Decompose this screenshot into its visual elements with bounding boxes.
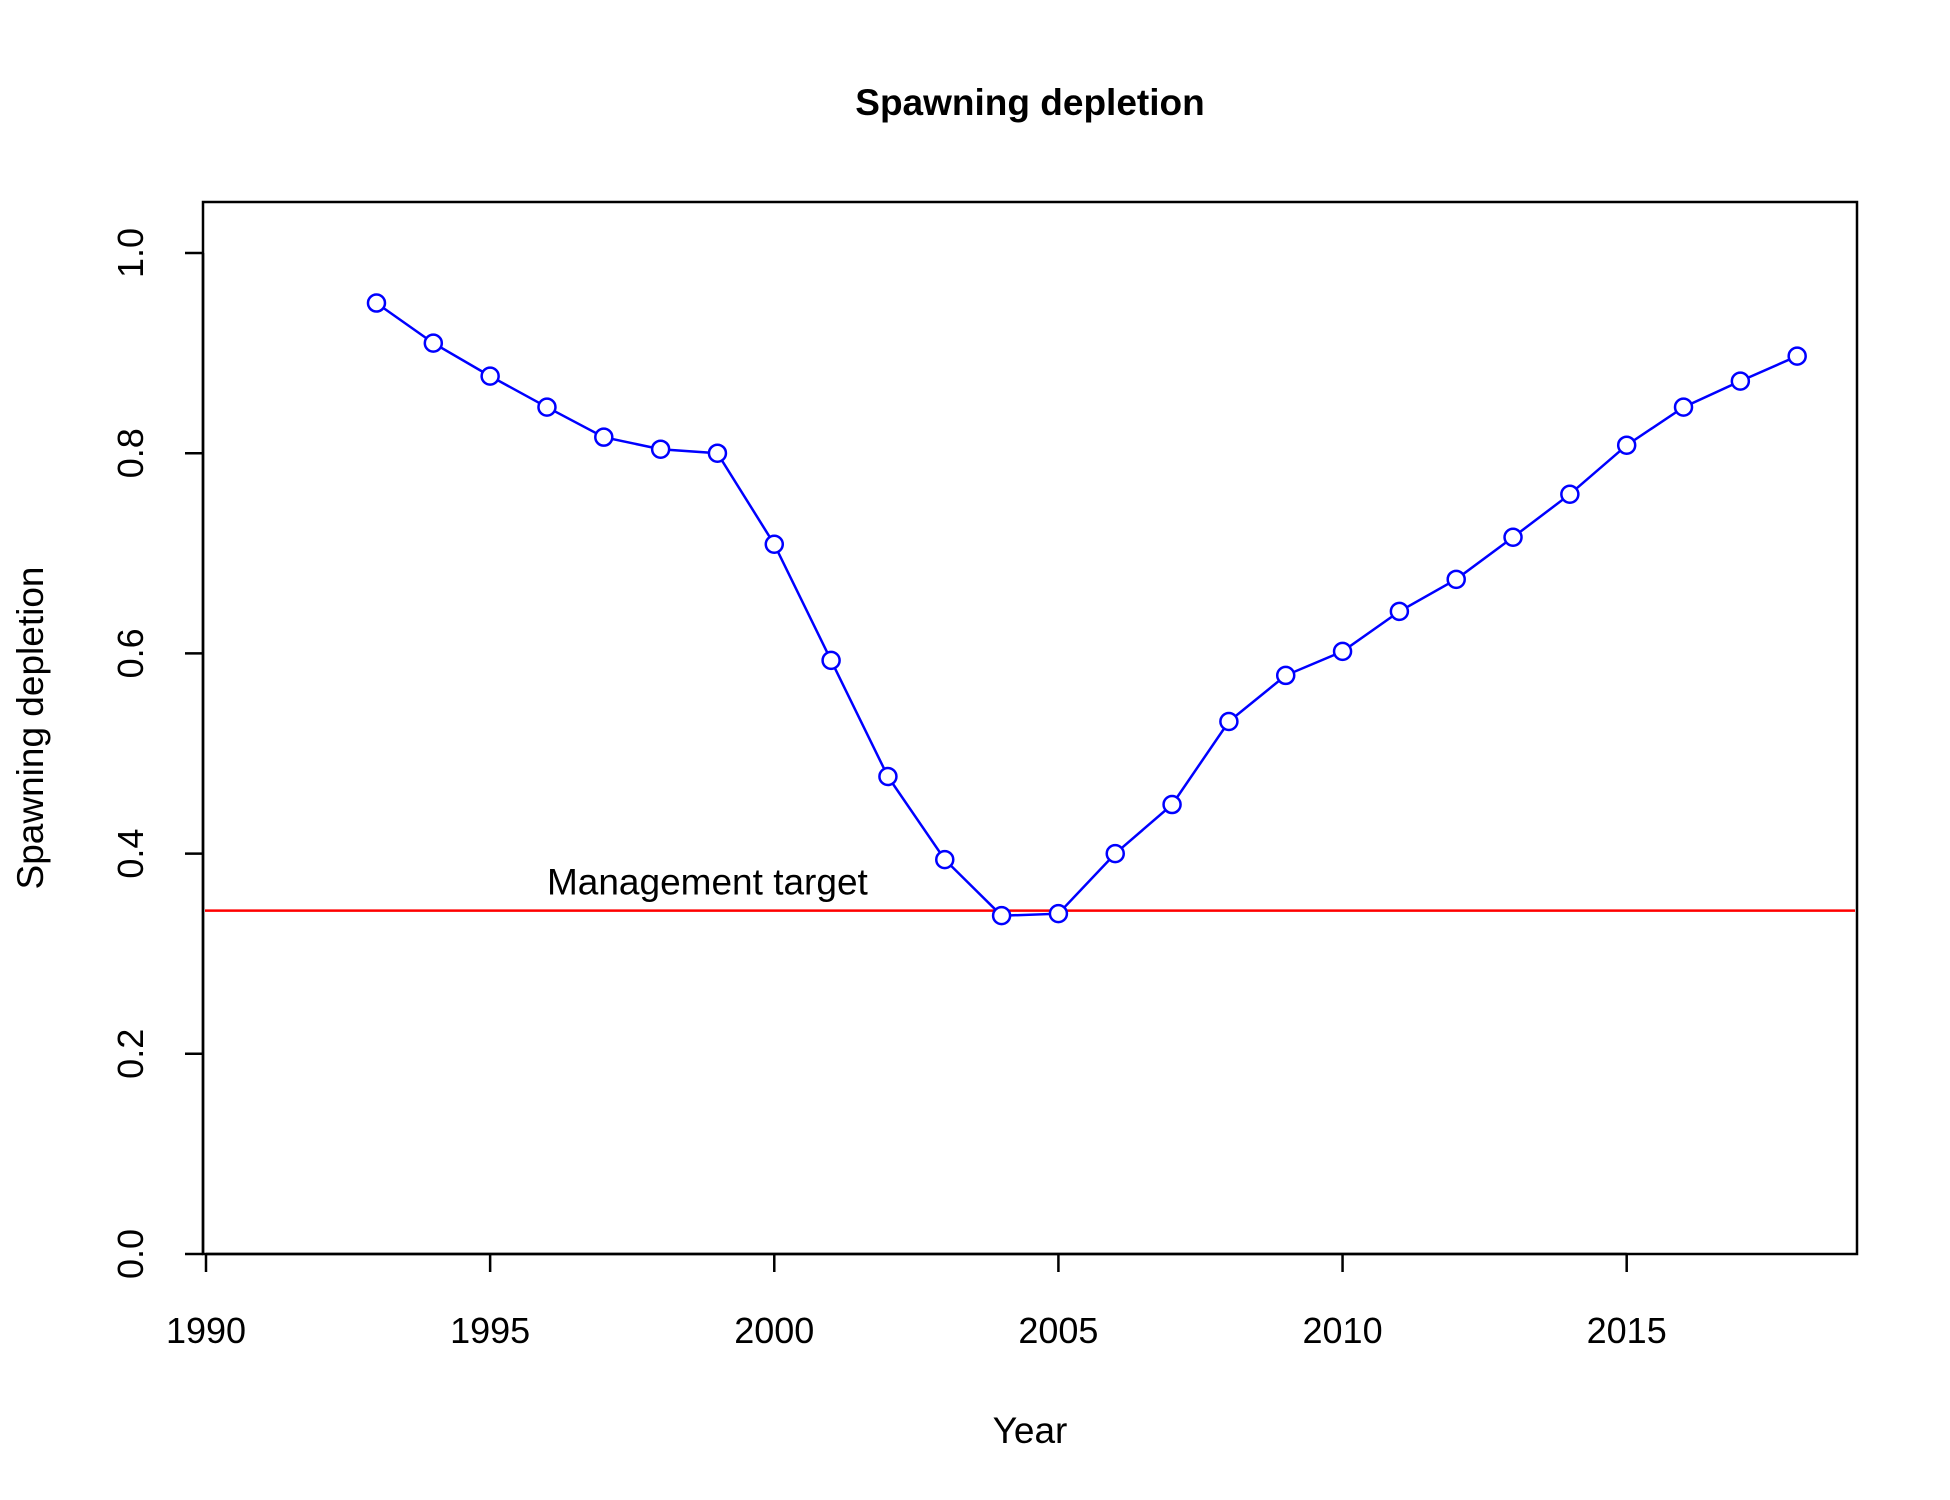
x-tick-label: 2015 xyxy=(1587,1310,1667,1351)
data-point xyxy=(366,293,387,313)
series-line xyxy=(375,302,1798,917)
y-tick-label: 0.8 xyxy=(110,428,151,478)
plot-frame xyxy=(201,200,1859,1256)
data-point xyxy=(537,397,557,417)
data-point xyxy=(1275,665,1296,686)
chart-title: Spawning depletion xyxy=(855,82,1204,123)
data-point xyxy=(935,849,955,870)
x-axis: 1990 1995 2000 2005 2010 2015 xyxy=(166,1252,1667,1351)
x-tick-label: 2000 xyxy=(734,1310,814,1351)
data-point xyxy=(1673,397,1694,417)
series-layer xyxy=(366,293,1807,926)
y-tick-label: 0.6 xyxy=(110,628,151,678)
data-point xyxy=(1730,371,1751,391)
data-point xyxy=(1219,711,1239,732)
data-point xyxy=(707,443,728,463)
data-point xyxy=(1616,435,1637,455)
data-point xyxy=(1162,794,1182,815)
data-point xyxy=(423,333,444,353)
data-point xyxy=(764,534,785,555)
data-point xyxy=(991,905,1012,926)
data-point xyxy=(1503,527,1523,548)
y-tick-label: 0.0 xyxy=(110,1229,151,1279)
data-point xyxy=(878,766,898,787)
reference-layer: Management target xyxy=(205,862,1855,912)
data-point xyxy=(1787,346,1807,366)
data-point xyxy=(1332,641,1353,662)
data-point xyxy=(650,439,671,459)
data-point xyxy=(1389,601,1410,622)
x-tick-label: 2005 xyxy=(1018,1310,1098,1351)
x-tick-label: 2010 xyxy=(1303,1310,1383,1351)
data-point xyxy=(1105,843,1125,864)
y-tick-label: 1.0 xyxy=(110,228,151,278)
y-axis-label: Spawning depletion xyxy=(10,567,51,890)
y-tick-label: 0.4 xyxy=(110,829,151,879)
data-point xyxy=(1048,903,1069,924)
data-point xyxy=(1446,569,1466,590)
y-axis: 0.0 0.2 0.4 0.6 0.8 1.0 xyxy=(110,228,205,1279)
x-tick-label: 1995 xyxy=(450,1310,530,1351)
y-tick-label: 0.2 xyxy=(110,1029,151,1079)
management-target-label: Management target xyxy=(547,862,869,903)
x-tick-label: 1990 xyxy=(166,1310,246,1351)
data-point xyxy=(480,366,500,386)
data-point xyxy=(594,427,614,447)
data-point xyxy=(1560,484,1580,504)
data-point xyxy=(821,650,841,671)
x-axis-label: Year xyxy=(993,1410,1068,1451)
